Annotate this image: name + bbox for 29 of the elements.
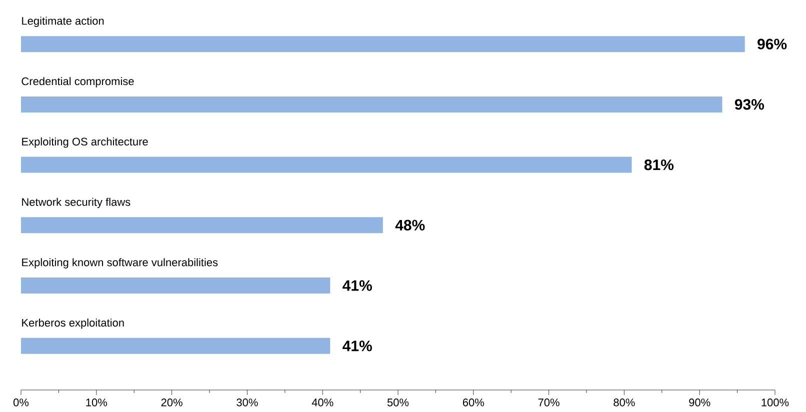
data-label: 81% (644, 160, 674, 170)
x-tick-label: 0% (13, 398, 29, 406)
x-tick-label: 90% (689, 398, 710, 406)
bar (21, 338, 330, 354)
bar (21, 156, 632, 173)
y-tick-label: Kerberos exploitation (22, 318, 124, 329)
y-tick-label: Credential compromise (22, 77, 134, 88)
bar (21, 36, 745, 52)
x-tick-label: 10% (86, 398, 108, 406)
bar (21, 217, 383, 234)
data-label: 41% (342, 280, 372, 291)
data-label: 93% (734, 99, 764, 110)
y-tick-label: Network security flaws (22, 198, 130, 208)
x-tick-label: 20% (161, 398, 182, 406)
x-tick-label: 80% (614, 398, 635, 406)
y-tick-label: Exploiting OS architecture (22, 137, 148, 148)
x-tick-label: 30% (236, 398, 258, 406)
y-tick-label: Exploiting known software vulnerabilities (22, 258, 218, 268)
bar (21, 96, 722, 112)
bar (21, 278, 330, 294)
data-label: 41% (342, 340, 372, 352)
x-tick-label: 60% (462, 398, 484, 406)
x-tick-label: 40% (312, 398, 334, 406)
x-tick-label: 100% (762, 398, 789, 406)
x-tick-label: 70% (538, 398, 560, 406)
data-label: 96% (758, 38, 787, 50)
y-tick-label: Legitimate action (22, 16, 104, 27)
x-tick-label: 50% (387, 398, 409, 406)
data-label: 48% (395, 220, 425, 230)
